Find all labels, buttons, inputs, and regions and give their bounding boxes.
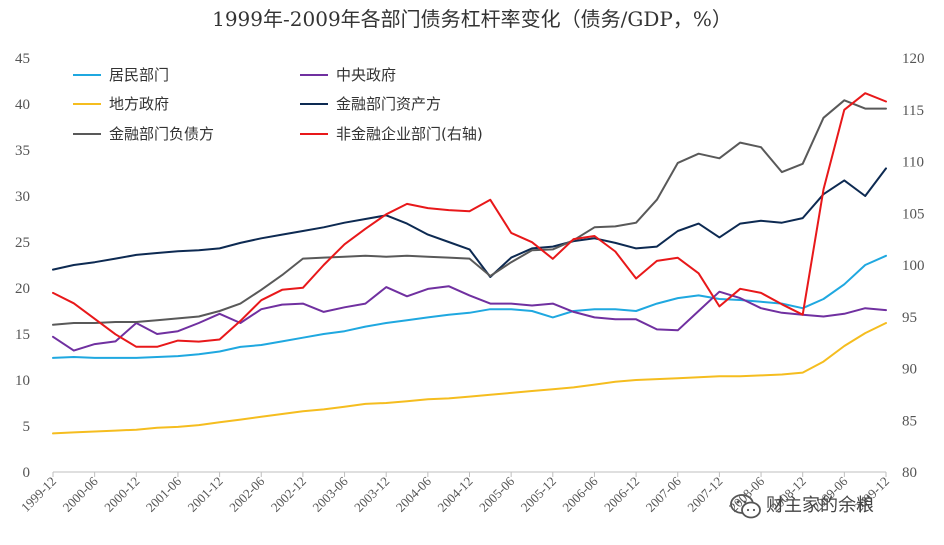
y-right-tick-label: 110 — [902, 155, 924, 171]
y-left-axis: 0 5 10 15 20 25 30 35 40 45 — [15, 51, 30, 481]
y-left-tick-label: 25 — [15, 235, 30, 251]
y-right-tick-label: 100 — [902, 258, 925, 274]
x-tick-label: 2000-06 — [60, 473, 102, 515]
y-right-tick-label: 95 — [902, 310, 917, 326]
y-left-tick-label: 30 — [15, 189, 30, 205]
legend-label-5: 非金融企业部门(右轴) — [336, 125, 483, 143]
y-left-tick-label: 35 — [15, 143, 30, 159]
y-right-tick-label: 80 — [902, 465, 917, 481]
legend-label-2: 地方政府 — [109, 95, 169, 113]
legend-label-1: 中央政府 — [336, 66, 396, 84]
x-tick-label: 2001-12 — [184, 474, 225, 515]
x-tick-label: 2007-06 — [643, 473, 685, 515]
legend-label-4: 金融部门负债方 — [109, 125, 214, 143]
x-tick-label: 2006-12 — [601, 474, 642, 515]
y-left-tick-label: 0 — [23, 465, 31, 481]
series-lines — [52, 92, 887, 435]
x-tick-label: 2007-12 — [684, 474, 725, 515]
x-tick-label: 2004-06 — [393, 473, 435, 515]
y-right-tick-label: 85 — [902, 413, 917, 429]
series-line-2 — [52, 322, 887, 435]
watermark-text: 财主家的余粮 — [766, 495, 874, 516]
legend-label-0: 居民部门 — [109, 66, 169, 84]
x-tick-label: 2000-12 — [101, 474, 142, 515]
series-line-4 — [52, 99, 887, 326]
y-right-tick-label: 115 — [902, 103, 924, 119]
x-axis: 1999-12 2000-06 2000-12 2001-06 2001-12 2002-… — [18, 471, 892, 515]
y-left-tick-label: 20 — [15, 281, 30, 297]
x-tick-label: 2005-12 — [518, 474, 559, 515]
y-right-tick-label: 105 — [902, 206, 925, 222]
y-right-tick-label: 90 — [902, 362, 917, 378]
chart-title: 1999年-2009年各部门债务杠杆率变化（债务/GDP，%） — [212, 7, 732, 31]
y-right-tick-label: 120 — [902, 51, 925, 67]
x-tick-label: 2003-06 — [309, 473, 351, 515]
y-left-tick-label: 5 — [23, 419, 31, 435]
y-left-tick-label: 15 — [15, 327, 30, 343]
x-tick-label: 2002-12 — [268, 474, 309, 515]
series-line-0 — [52, 254, 887, 359]
x-tick-label: 2004-12 — [434, 474, 475, 515]
series-line-3 — [52, 167, 887, 278]
x-tick-label: 2006-06 — [559, 473, 601, 515]
x-tick-label: 2002-06 — [226, 473, 268, 515]
wechat-icon — [730, 494, 761, 519]
watermark: 财主家的余粮 — [730, 494, 874, 519]
series-line-1 — [52, 285, 887, 352]
series-line-5 — [52, 92, 887, 348]
y-left-tick-label: 45 — [15, 51, 30, 67]
y-right-axis: 80 85 90 95 100 105 110 115 120 — [902, 51, 925, 481]
y-left-tick-label: 10 — [15, 373, 30, 389]
x-tick-label: 2001-06 — [143, 473, 185, 515]
x-tick-label: 2003-12 — [351, 474, 392, 515]
y-left-tick-label: 40 — [15, 97, 30, 113]
x-tick-label: 2005-06 — [476, 473, 518, 515]
legend-label-3: 金融部门资产方 — [336, 95, 441, 113]
